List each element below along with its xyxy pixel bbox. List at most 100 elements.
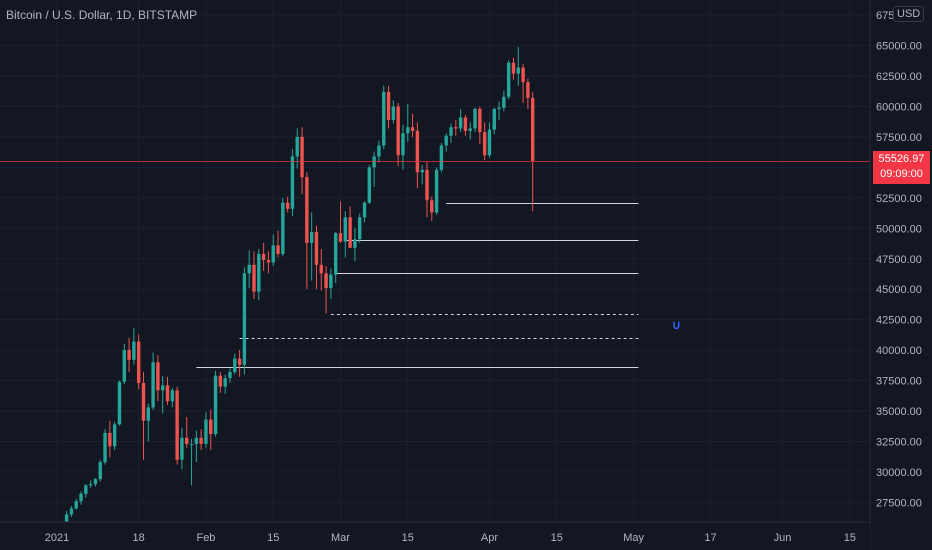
candle-body [444, 135, 448, 146]
candle-body [530, 97, 535, 161]
candle [377, 140, 381, 163]
candle [180, 428, 184, 470]
candle-body [362, 202, 367, 218]
candle-body [79, 493, 83, 502]
candle-body [382, 91, 386, 146]
candle-body [103, 432, 107, 463]
candle [372, 151, 376, 187]
candle [271, 234, 275, 267]
magnet-icon[interactable]: ∪ [672, 318, 681, 332]
candle [223, 374, 227, 394]
candle-body [425, 169, 429, 201]
candle [406, 104, 410, 142]
candle [84, 484, 88, 498]
price-tick-label: 50000.00 [876, 223, 922, 235]
candle-body [487, 129, 492, 156]
candle [247, 250, 251, 288]
time-tick-label: 15 [267, 532, 279, 544]
candle-body [473, 108, 477, 129]
candle-body [333, 233, 338, 275]
candle-body [396, 106, 400, 156]
candle [463, 115, 468, 136]
candlestick-series [55, 46, 535, 542]
candle [343, 211, 347, 258]
candle [228, 368, 232, 383]
candle-body [209, 419, 213, 435]
candle [290, 149, 295, 217]
time-tick-label: 18 [133, 532, 145, 544]
candle-body [69, 508, 74, 515]
candle-body [516, 67, 520, 74]
candle [276, 230, 280, 258]
candle [252, 251, 256, 299]
candle [88, 480, 93, 488]
price-tick-label: 60000.00 [876, 102, 922, 114]
candle [213, 370, 218, 437]
candle [530, 91, 535, 212]
candle-body [237, 358, 242, 365]
candle-body [454, 127, 458, 129]
time-tick-label: Mar [331, 532, 350, 544]
candle [146, 403, 150, 442]
candle-body [343, 217, 347, 242]
time-axis: 2021 18 Feb 15 Mar 15 Apr 15 May 17 Jun 15 [0, 521, 870, 550]
candle [79, 491, 83, 505]
candle-body [98, 462, 102, 480]
candle [161, 375, 165, 414]
candle [74, 498, 78, 510]
candle [69, 506, 74, 517]
candle-body [88, 484, 93, 486]
candle-body [112, 424, 117, 447]
candle-body [204, 419, 208, 444]
candle-body [247, 264, 251, 274]
candle [444, 133, 448, 152]
candle [521, 63, 525, 103]
candle [487, 122, 492, 158]
candle-body [161, 385, 165, 391]
candle [401, 124, 405, 170]
candle [492, 107, 496, 135]
candle [526, 78, 530, 109]
candle-body [300, 136, 304, 178]
price-tick-label: 32500.00 [876, 436, 922, 448]
candle-body [358, 217, 362, 240]
price-tick-label: 57500.00 [876, 132, 922, 144]
candle [497, 101, 501, 120]
candle-body [151, 362, 155, 408]
candle [151, 352, 155, 410]
candle-body [141, 382, 146, 421]
candle [300, 127, 304, 195]
time-tick-label: 15 [402, 532, 414, 544]
candle-body [93, 479, 98, 485]
price-axis: 67500.0065000.0062500.0060000.0057500.00… [869, 0, 932, 550]
candle-body [468, 128, 472, 131]
currency-button[interactable]: USD [893, 6, 925, 22]
candle [112, 421, 117, 450]
candle-body [348, 217, 352, 248]
candle-body [271, 245, 275, 263]
candle [338, 201, 343, 243]
candle [218, 372, 223, 393]
candle-body [117, 381, 122, 425]
candle-body [295, 136, 299, 157]
candle-body [127, 350, 131, 360]
candle [132, 328, 136, 365]
candle-body [281, 202, 285, 254]
candle [93, 477, 98, 487]
candle-body [377, 145, 381, 157]
candle-body [478, 108, 482, 133]
bar-countdown: 09:09:00 [880, 168, 923, 180]
candle [122, 344, 126, 385]
candle [449, 123, 453, 144]
candle [98, 459, 102, 482]
time-tick-label: 2021 [45, 532, 69, 544]
candle-body [290, 156, 295, 209]
candle [473, 107, 477, 133]
candle-body [199, 437, 203, 444]
candle [506, 60, 511, 100]
candle-body [180, 437, 184, 460]
candle [516, 46, 520, 86]
candle [175, 386, 179, 465]
candle [141, 372, 146, 460]
